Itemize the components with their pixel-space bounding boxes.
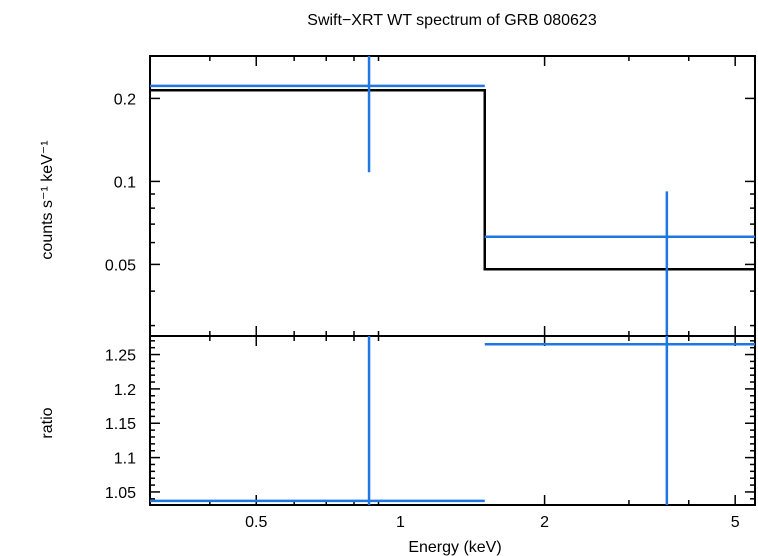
y-tick-label: 1.25: [105, 348, 136, 365]
model-step-line: [150, 89, 755, 271]
x-tick-label: 1: [396, 514, 405, 531]
chart-title: Swift−XRT WT spectrum of GRB 080623: [307, 12, 597, 29]
y-tick-label: 0.05: [105, 257, 136, 274]
spectrum-panel: 0.05 0.1 0.2: [105, 55, 756, 337]
y-tick-label: 1.2: [114, 382, 136, 399]
y-axis-label-spectrum: counts s⁻¹ keV⁻¹: [39, 140, 56, 259]
panel-frame: [149, 335, 756, 506]
panel-frame: [149, 55, 756, 337]
x-tick-label: 5: [731, 514, 740, 531]
x-tick-label: 0.5: [245, 514, 267, 531]
y-axis-label-ratio: ratio: [39, 407, 56, 438]
y-tick-label: 0.1: [114, 174, 136, 191]
y-tick-label: 1.1: [114, 451, 136, 468]
x-tick-label: 2: [540, 514, 549, 531]
y-tick-label: 0.2: [114, 91, 136, 108]
x-axis-label: Energy (keV): [408, 539, 501, 556]
y-tick-label: 1.05: [105, 485, 136, 502]
ratio-panel: 1.05 1.1 1.15 1.2 1.25 0.5 1 2 5: [105, 335, 756, 531]
y-tick-label: 1.15: [105, 416, 136, 433]
